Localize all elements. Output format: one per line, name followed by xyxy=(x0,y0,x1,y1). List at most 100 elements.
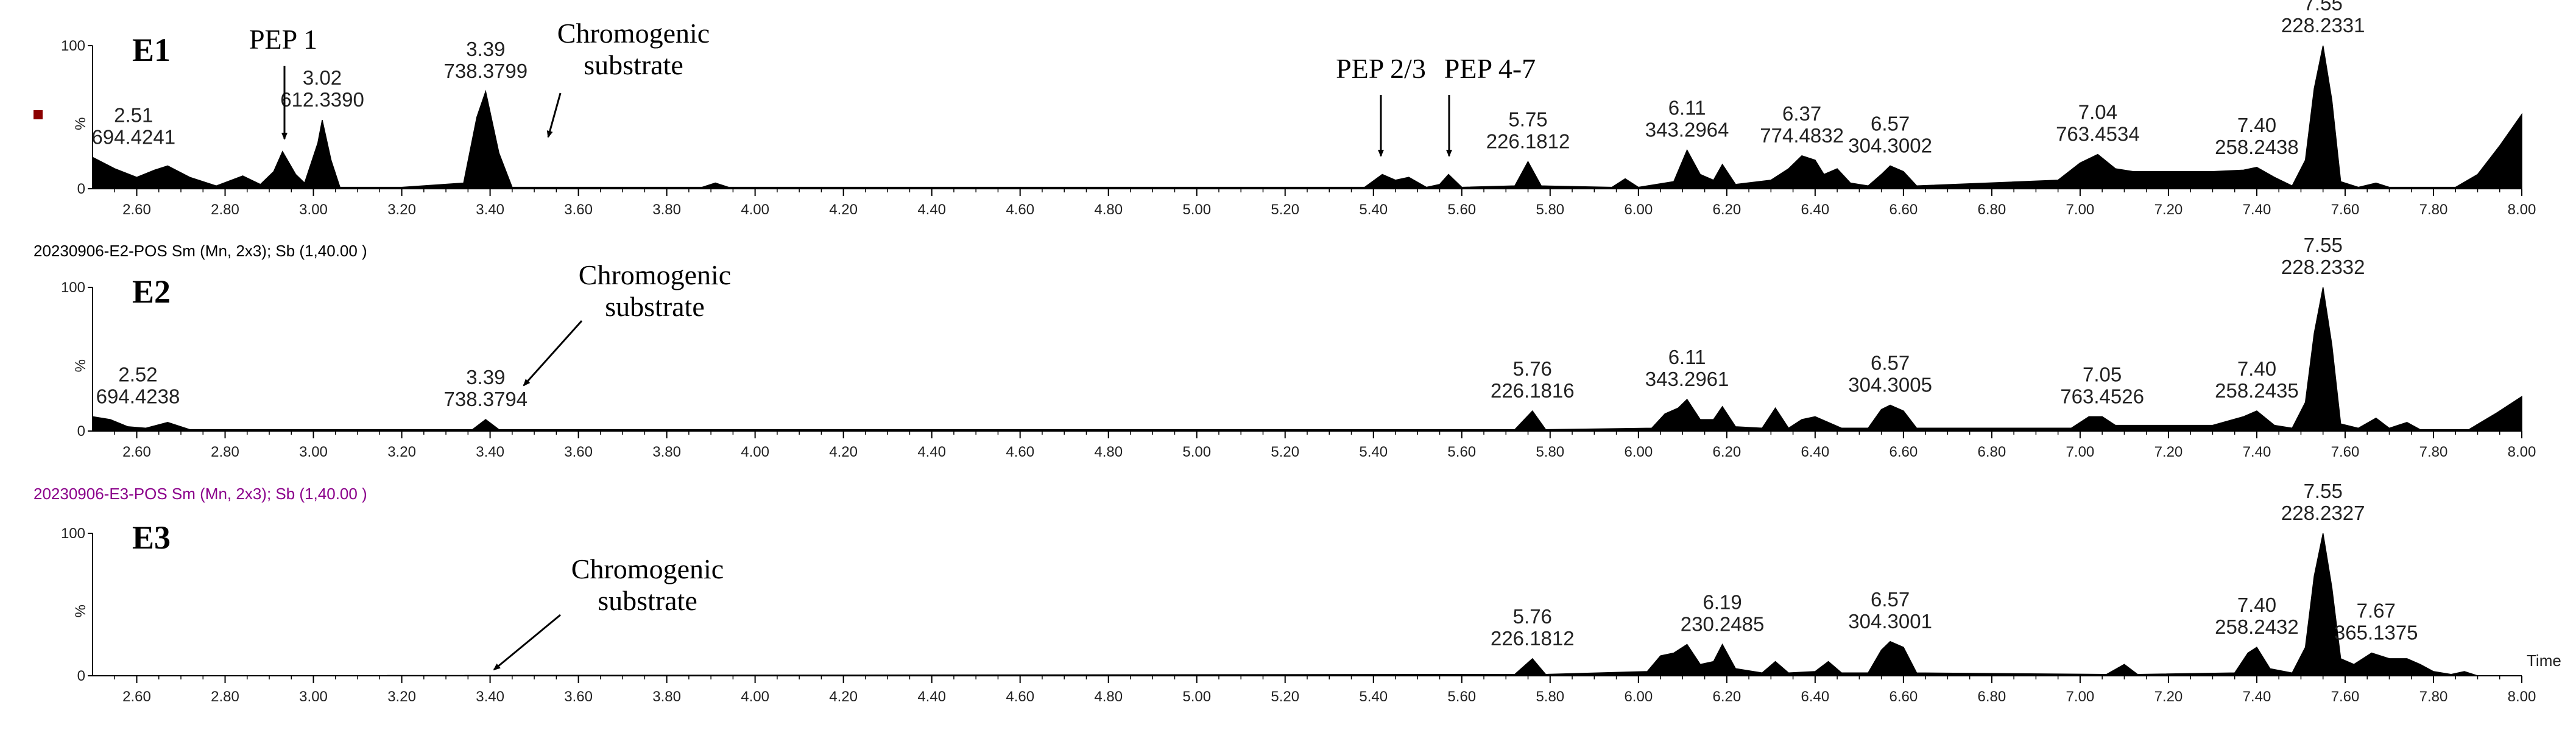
y-tick-label: 100 xyxy=(61,525,85,542)
annotation-label: Chromogenic xyxy=(571,553,724,584)
x-tick-label: 5.00 xyxy=(1182,689,1211,705)
x-tick-label: 3.40 xyxy=(476,202,504,218)
x-tick-label: 4.80 xyxy=(1094,689,1123,705)
peak-mz-label: 228.2331 xyxy=(2281,14,2365,37)
panel-title: E2 xyxy=(132,273,171,310)
x-tick-label: 4.60 xyxy=(1006,444,1034,460)
x-tick-label: 4.20 xyxy=(829,444,858,460)
x-tick-label: 3.60 xyxy=(564,444,593,460)
x-tick-label: 4.00 xyxy=(741,689,769,705)
x-tick-label: 4.80 xyxy=(1094,444,1123,460)
peak-rt-label: 6.11 xyxy=(1668,346,1706,368)
x-tick-label: 6.00 xyxy=(1624,444,1653,460)
peak-mz-label: 763.4534 xyxy=(2056,123,2140,146)
x-tick-label: 5.60 xyxy=(1447,202,1476,218)
x-tick-label: 8.00 xyxy=(2508,202,2536,218)
peak-rt-label: 7.55 xyxy=(2304,480,2343,502)
x-tick-label: 4.60 xyxy=(1006,689,1034,705)
chromatogram-trace xyxy=(92,287,2522,432)
annotation-label: PEP 2/3 xyxy=(1336,53,1426,84)
annotation-label: Chromogenic xyxy=(579,259,731,290)
peak-rt-label: 3.02 xyxy=(303,66,342,89)
peak-mz-label: 365.1375 xyxy=(2334,622,2418,644)
peak-mz-label: 612.3390 xyxy=(280,88,364,111)
peak-mz-label: 228.2327 xyxy=(2281,502,2365,524)
peak-rt-label: 7.40 xyxy=(2237,357,2276,380)
peak-mz-label: 258.2438 xyxy=(2215,136,2299,158)
x-tick-label: 5.40 xyxy=(1359,689,1388,705)
x-tick-label: 5.40 xyxy=(1359,202,1388,218)
annotation-label: PEP 4-7 xyxy=(1444,53,1536,84)
x-tick-label: 3.60 xyxy=(564,202,593,218)
x-tick-label: 2.80 xyxy=(211,444,239,460)
x-tick-label: 5.80 xyxy=(1536,202,1564,218)
x-tick-label: 2.60 xyxy=(122,444,151,460)
peak-rt-label: 7.55 xyxy=(2304,234,2343,256)
panel-e1: 100% 0 2.60 2.80 3.00 3.20 3.40 3.60 3.80 4.00 4.2… xyxy=(34,0,2536,218)
peak-mz-label: 763.4526 xyxy=(2060,385,2144,407)
chromatogram-trace xyxy=(92,533,2522,676)
x-tick-label: 6.20 xyxy=(1712,689,1741,705)
y-tick-label: 100 xyxy=(61,279,85,296)
x-tick-label: 2.60 xyxy=(122,202,151,218)
peak-rt-label: 7.55 xyxy=(2304,0,2343,15)
x-tick-label: 3.20 xyxy=(387,202,416,218)
peak-rt-label: 6.57 xyxy=(1871,112,1910,135)
x-tick-label: 3.20 xyxy=(387,689,416,705)
peak-mz-label: 304.3002 xyxy=(1848,134,1932,156)
y-tick-label: % xyxy=(72,117,89,130)
x-tick-label: 6.60 xyxy=(1890,689,1918,705)
annotation-label: PEP 1 xyxy=(249,24,317,55)
y-tick-label: % xyxy=(72,359,89,372)
x-tick-label: 4.60 xyxy=(1006,202,1034,218)
x-tick-label: 3.60 xyxy=(564,689,593,705)
run-header: 20230906-E2-POS Sm (Mn, 2x3); Sb (1,40.0… xyxy=(34,242,367,260)
y-tick-label: % xyxy=(72,605,89,617)
peak-rt-label: 7.67 xyxy=(2357,600,2396,622)
annotation-arrow xyxy=(493,614,561,671)
x-tick-label: 7.00 xyxy=(2066,689,2095,705)
peak-rt-label: 6.57 xyxy=(1871,588,1910,611)
x-tick-label: 3.20 xyxy=(387,444,416,460)
x-tick-label: 5.00 xyxy=(1182,444,1211,460)
x-tick-label: 7.40 xyxy=(2243,689,2271,705)
x-tick-label: 5.20 xyxy=(1271,444,1299,460)
peak-mz-label: 226.1812 xyxy=(1491,627,1575,650)
x-tick-label: 6.40 xyxy=(1801,689,1829,705)
x-tick-label: 7.00 xyxy=(2066,202,2095,218)
panel-e2: 20230906-E2-POS Sm (Mn, 2x3); Sb (1,40.0… xyxy=(34,234,2536,460)
peak-rt-label: 6.37 xyxy=(1782,102,1821,125)
peak-mz-label: 738.3794 xyxy=(444,388,528,410)
peak-mz-label: 343.2961 xyxy=(1645,368,1729,390)
y-tick-label: 0 xyxy=(77,423,85,440)
annotation-label: Chromogenic xyxy=(557,18,710,49)
x-tick-label: 2.80 xyxy=(211,689,239,705)
peak-rt-label: 3.39 xyxy=(466,38,505,60)
x-tick-label: 5.80 xyxy=(1536,689,1564,705)
x-tick-label: 4.80 xyxy=(1094,202,1123,218)
peak-rt-label: 6.19 xyxy=(1703,591,1741,614)
x-tick-label: 4.00 xyxy=(741,202,769,218)
peak-rt-label: 5.76 xyxy=(1513,357,1552,380)
x-tick-label: 7.40 xyxy=(2243,444,2271,460)
x-tick-label: 2.80 xyxy=(211,202,239,218)
peak-rt-label: 7.04 xyxy=(2078,101,2117,124)
peak-rt-label: 2.51 xyxy=(114,103,153,126)
y-tick-label: 0 xyxy=(77,668,85,684)
x-tick-label: 4.20 xyxy=(829,202,858,218)
x-tick-label: 5.00 xyxy=(1182,202,1211,218)
x-tick-label: 7.20 xyxy=(2154,689,2183,705)
annotation-arrow xyxy=(546,93,562,138)
y-tick-label: 0 xyxy=(77,181,85,197)
x-tick-label: 7.80 xyxy=(2419,202,2448,218)
peak-rt-label: 2.52 xyxy=(118,363,157,385)
x-tick-label: 3.80 xyxy=(652,202,681,218)
peak-mz-label: 226.1812 xyxy=(1486,130,1570,152)
peak-rt-label: 7.40 xyxy=(2237,594,2276,616)
x-tick-label: 3.00 xyxy=(299,689,328,705)
x-tick-label: 3.80 xyxy=(652,689,681,705)
annotation-label: substrate xyxy=(605,291,705,322)
peak-mz-label: 226.1816 xyxy=(1491,379,1575,402)
x-tick-label: 4.20 xyxy=(829,689,858,705)
x-tick-label: 4.00 xyxy=(741,444,769,460)
